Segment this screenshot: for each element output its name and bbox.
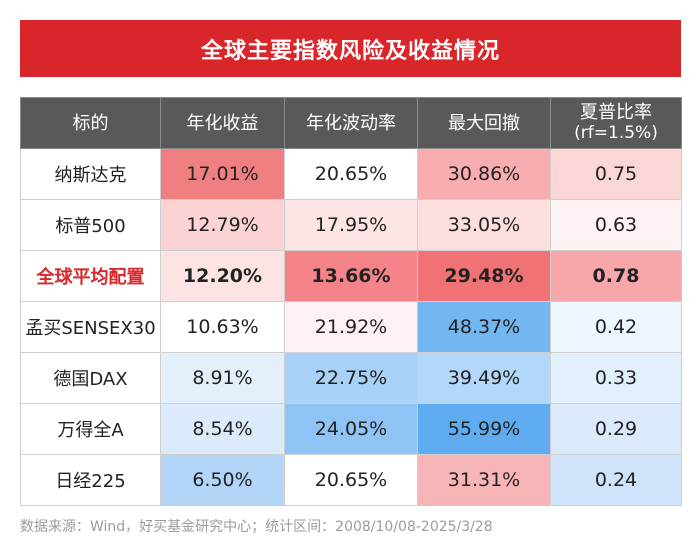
index-name-cell: 日经225 xyxy=(20,454,161,506)
volatility-cell: 20.65% xyxy=(284,454,418,506)
table-row: 孟买SENSEX30 10.63% 21.92% 48.37% 0.42 xyxy=(20,301,682,353)
volatility-cell: 17.95% xyxy=(284,199,418,251)
header-return: 年化收益 xyxy=(160,97,285,149)
table-row: 纳斯达克 17.01% 20.65% 30.86% 0.75 xyxy=(20,148,682,200)
max-drawdown-cell: 29.48% xyxy=(417,250,551,302)
sharpe-cell: 0.42 xyxy=(550,301,682,353)
max-drawdown-cell: 30.86% xyxy=(417,148,551,200)
return-cell: 12.79% xyxy=(160,199,285,251)
return-cell: 8.54% xyxy=(160,403,285,455)
chart-title: 全球主要指数风险及收益情况 xyxy=(20,20,681,77)
max-drawdown-cell: 31.31% xyxy=(417,454,551,506)
index-name-cell: 纳斯达克 xyxy=(20,148,161,200)
max-drawdown-cell: 48.37% xyxy=(417,301,551,353)
source-note: 数据来源：Wind，好买基金研究中心；统计区间：2008/10/08-2025/… xyxy=(20,519,493,535)
volatility-cell: 20.65% xyxy=(284,148,418,200)
header-row: 标的 年化收益 年化波动率 最大回撤 夏普比率 (rf=1.5%) xyxy=(20,97,682,149)
table-body: 纳斯达克 17.01% 20.65% 30.86% 0.75 标普500 12.79% 17.… xyxy=(20,148,682,506)
volatility-cell: 24.05% xyxy=(284,403,418,455)
return-cell: 6.50% xyxy=(160,454,285,506)
index-risk-return-table: 标的 年化收益 年化波动率 最大回撤 夏普比率 (rf=1.5%) 纳斯达克 17… xyxy=(20,97,682,506)
index-name-cell: 德国DAX xyxy=(20,352,161,404)
sharpe-cell: 0.63 xyxy=(550,199,682,251)
volatility-cell: 13.66% xyxy=(284,250,418,302)
return-cell: 10.63% xyxy=(160,301,285,353)
return-cell: 8.91% xyxy=(160,352,285,404)
return-cell: 12.20% xyxy=(160,250,285,302)
header-name: 标的 xyxy=(20,97,161,149)
header-sharpe-label: 夏普比率 xyxy=(580,102,652,123)
return-cell: 17.01% xyxy=(160,148,285,200)
max-drawdown-cell: 33.05% xyxy=(417,199,551,251)
table-row: 德国DAX 8.91% 22.75% 39.49% 0.33 xyxy=(20,352,682,404)
sharpe-cell: 0.75 xyxy=(550,148,682,200)
max-drawdown-cell: 55.99% xyxy=(417,403,551,455)
header-sharpe: 夏普比率 (rf=1.5%) xyxy=(550,97,682,149)
table-row: 标普500 12.79% 17.95% 33.05% 0.63 xyxy=(20,199,682,251)
header-max-drawdown: 最大回撤 xyxy=(417,97,551,149)
index-name-cell: 万得全A xyxy=(20,403,161,455)
sharpe-cell: 0.29 xyxy=(550,403,682,455)
table-row: 万得全A 8.54% 24.05% 55.99% 0.29 xyxy=(20,403,682,455)
volatility-cell: 21.92% xyxy=(284,301,418,353)
index-name-cell: 标普500 xyxy=(20,199,161,251)
index-name-cell: 全球平均配置 xyxy=(20,250,161,302)
header-sharpe-note: (rf=1.5%) xyxy=(574,123,658,143)
table-row: 全球平均配置 12.20% 13.66% 29.48% 0.78 xyxy=(20,250,682,302)
index-name-cell: 孟买SENSEX30 xyxy=(20,301,161,353)
max-drawdown-cell: 39.49% xyxy=(417,352,551,404)
header-volatility: 年化波动率 xyxy=(284,97,418,149)
sharpe-cell: 0.33 xyxy=(550,352,682,404)
sharpe-cell: 0.24 xyxy=(550,454,682,506)
volatility-cell: 22.75% xyxy=(284,352,418,404)
table-row: 日经225 6.50% 20.65% 31.31% 0.24 xyxy=(20,454,682,506)
sharpe-cell: 0.78 xyxy=(550,250,682,302)
